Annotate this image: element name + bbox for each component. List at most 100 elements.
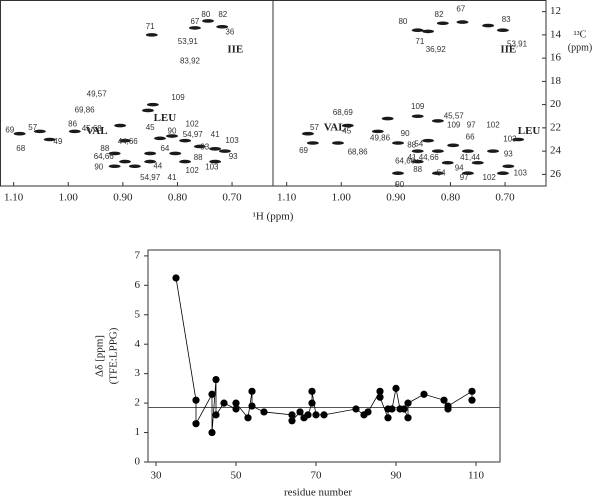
peak bbox=[209, 159, 222, 164]
x-tick-label: 70 bbox=[311, 470, 323, 482]
x-tick-label: 110 bbox=[468, 470, 485, 482]
peak bbox=[179, 159, 192, 164]
peak-label: 83,92 bbox=[180, 57, 201, 66]
peak-label: 103 bbox=[514, 168, 528, 177]
peak-label: 36 bbox=[225, 28, 234, 37]
data-point bbox=[192, 396, 200, 404]
peak bbox=[68, 129, 81, 134]
peak-label: 97 bbox=[467, 121, 476, 130]
peak bbox=[216, 24, 229, 29]
peak-label: 90 bbox=[395, 180, 404, 189]
x-tick-label: 30 bbox=[151, 470, 163, 482]
peak bbox=[381, 116, 394, 121]
peak-label: VAL bbox=[324, 121, 346, 133]
peak bbox=[496, 171, 509, 176]
data-point bbox=[376, 387, 384, 395]
x-tick-label: 1.00 bbox=[332, 192, 352, 204]
peak-label: 41 bbox=[211, 130, 220, 139]
peak-label: 88 bbox=[413, 165, 422, 174]
data-point bbox=[232, 405, 240, 413]
peak-label: 41,44 bbox=[460, 153, 481, 162]
peak bbox=[461, 149, 474, 153]
y-tick-label: 3 bbox=[135, 367, 141, 379]
peak-label: 88 bbox=[194, 153, 203, 162]
data-point bbox=[288, 411, 296, 419]
peak-label: 82 bbox=[435, 10, 444, 19]
data-point bbox=[420, 390, 428, 398]
peak-label: 45,57 bbox=[444, 111, 465, 120]
y-tick-label: 20 bbox=[550, 98, 562, 110]
data-point bbox=[388, 405, 396, 413]
peak-label: 102 bbox=[483, 173, 497, 182]
y-axis-label: (ppm) bbox=[568, 42, 592, 53]
y-axis-label: (TFE:LPPG) bbox=[108, 327, 120, 384]
peak bbox=[169, 151, 182, 156]
data-point bbox=[192, 420, 200, 428]
data-point bbox=[440, 396, 448, 404]
peak-label: 36,92 bbox=[426, 45, 447, 54]
peak-label: 80 bbox=[201, 10, 210, 19]
peak bbox=[482, 23, 495, 28]
peak bbox=[512, 137, 525, 142]
peak-label: 53,91 bbox=[507, 39, 528, 48]
peak-label: 64 bbox=[160, 144, 169, 153]
peak-label: 49,57 bbox=[87, 89, 108, 98]
peak-label: VAL bbox=[86, 125, 108, 137]
peak-label: 44,66 bbox=[118, 137, 139, 146]
peak bbox=[411, 159, 424, 164]
data-point bbox=[392, 384, 400, 392]
peak-label: 49,86 bbox=[370, 133, 391, 142]
right-panel-frame bbox=[272, 0, 547, 187]
data-point bbox=[404, 399, 412, 407]
peak-label: 90 bbox=[168, 126, 177, 135]
y-tick-label: 5 bbox=[135, 308, 141, 320]
y-tick-label: 6 bbox=[135, 279, 141, 291]
y-tick-label: 2 bbox=[135, 397, 141, 409]
peak-label: 41 bbox=[168, 173, 177, 182]
peak bbox=[33, 129, 46, 134]
x-tick-label: 0.80 bbox=[168, 192, 188, 204]
peak bbox=[431, 119, 444, 123]
peak bbox=[496, 28, 509, 33]
data-point bbox=[212, 375, 220, 384]
peak-label: 67 bbox=[456, 4, 465, 13]
peak-label: 57 bbox=[310, 123, 319, 132]
x-axis-label: ¹H (ppm) bbox=[253, 211, 294, 223]
peak-label: 102 bbox=[186, 166, 200, 175]
data-point bbox=[312, 411, 320, 419]
peak bbox=[411, 28, 424, 33]
peak bbox=[144, 159, 157, 164]
x-tick-label: 0.70 bbox=[495, 192, 515, 204]
peak bbox=[392, 171, 405, 176]
data-point bbox=[308, 399, 316, 407]
peak-label: 49 bbox=[53, 137, 62, 146]
peak bbox=[487, 149, 500, 153]
plot-frame bbox=[147, 249, 501, 463]
peak-label: 69,86 bbox=[75, 106, 96, 115]
data-line bbox=[175, 277, 473, 433]
data-point bbox=[212, 411, 220, 419]
y-tick-label: 26 bbox=[550, 168, 562, 180]
peak-label: 93 bbox=[504, 150, 513, 159]
peak-label: 109 bbox=[171, 93, 185, 102]
peak bbox=[411, 149, 424, 153]
peak bbox=[447, 143, 460, 148]
peak bbox=[153, 136, 166, 141]
data-point bbox=[172, 274, 180, 282]
y-tick-label: 14 bbox=[550, 28, 562, 40]
y-axis-label: Δδ [ppm] bbox=[94, 335, 106, 377]
y-tick-label: 16 bbox=[550, 52, 562, 64]
peak-label: 71 bbox=[415, 37, 424, 46]
x-axis-label: residue number bbox=[284, 487, 352, 499]
peak-label: IIE bbox=[500, 44, 516, 56]
peak bbox=[422, 29, 435, 34]
peak-label: 45 bbox=[342, 126, 351, 135]
peak-label: 68,69 bbox=[333, 108, 354, 117]
peak-label: 45 bbox=[146, 123, 155, 132]
peak bbox=[441, 160, 454, 165]
peak bbox=[145, 33, 158, 37]
peak-label: LEU bbox=[154, 112, 177, 124]
peak-label: 45,68 bbox=[82, 124, 103, 133]
peak-label: 102 bbox=[486, 121, 500, 130]
peak bbox=[188, 26, 201, 30]
